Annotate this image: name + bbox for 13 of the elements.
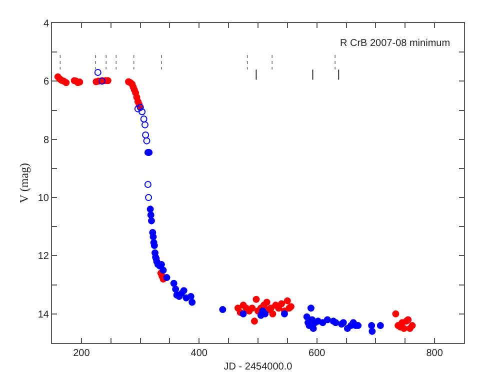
y-tick-label: 12	[38, 251, 50, 262]
x-tick-label: 800	[426, 348, 444, 359]
y-tick-label: 10	[38, 193, 50, 204]
x-tick-label: 400	[190, 348, 208, 359]
x-tick-label: 200	[73, 348, 90, 359]
y-tick-label: 4	[43, 18, 50, 30]
annotation: R CrB 2007-08 minimum	[340, 38, 450, 49]
y-axis-title: V (mag)	[17, 162, 32, 204]
y-tick-label: 14	[38, 309, 50, 320]
x-tick-label: 600	[308, 348, 326, 359]
y-tick-label: 8	[43, 134, 50, 146]
y-tick-label: 6	[43, 76, 50, 88]
x-axis-title: JD - 2454000.0	[224, 362, 293, 372]
